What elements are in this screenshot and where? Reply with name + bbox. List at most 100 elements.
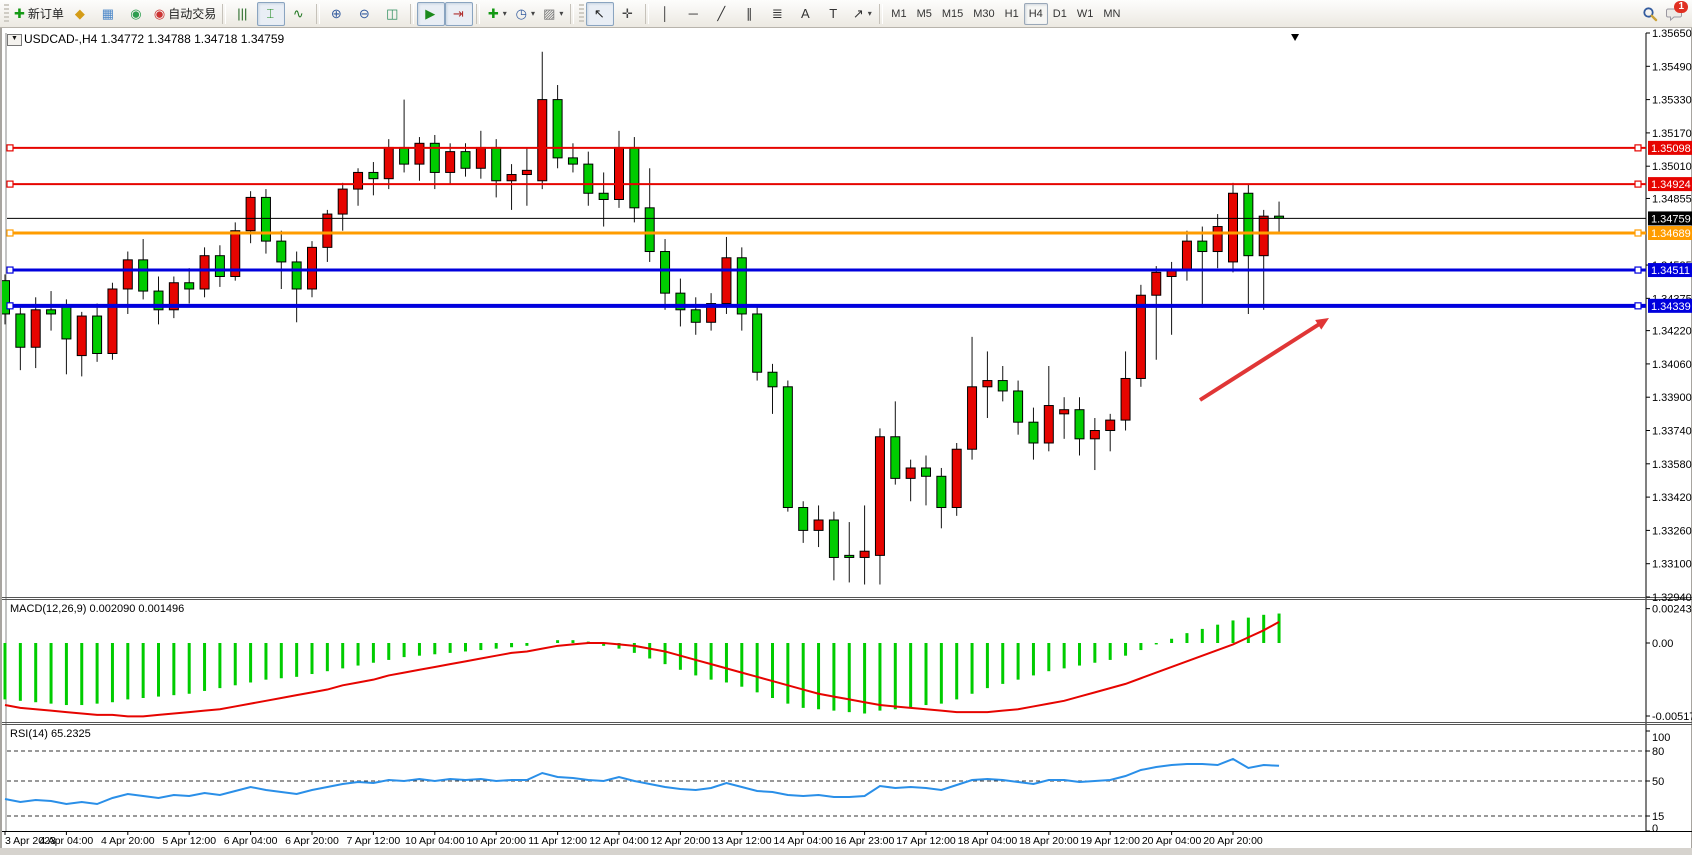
rsi-line — [4, 757, 1280, 806]
fibonacci-button[interactable]: ≣ — [764, 2, 792, 26]
label-button[interactable]: T — [820, 2, 848, 26]
time-tick-label: 17 Apr 12:00 — [896, 835, 956, 847]
candle-body — [614, 146, 624, 200]
timeframe-m5-button[interactable]: M5 — [916, 7, 932, 20]
line-anchor-handle[interactable] — [6, 180, 14, 188]
timeframe-mn-button[interactable]: MN — [1103, 7, 1121, 20]
indicators-button[interactable]: ✚ ▾ — [483, 2, 511, 26]
tile-windows-icon: ◫ — [386, 6, 399, 21]
time-tick-label: 14 Apr 04:00 — [773, 835, 833, 847]
line-anchor-handle[interactable] — [6, 302, 14, 310]
candle-body — [429, 142, 440, 173]
time-tick-label: 6 Apr 04:00 — [224, 835, 278, 847]
timeframe-m1-button[interactable]: M1 — [891, 7, 907, 20]
line-anchor-handle[interactable] — [1634, 144, 1642, 152]
crosshair-button[interactable]: ✛ — [614, 2, 642, 26]
candle-body — [1013, 390, 1024, 423]
templates-icon: ▨ — [543, 6, 556, 21]
candle-body — [828, 519, 839, 558]
chevron-down-icon[interactable]: ▾ — [559, 9, 564, 18]
timeframe-h1-button[interactable]: H1 — [1004, 7, 1019, 20]
timeframe-w1-button[interactable]: W1 — [1076, 7, 1094, 20]
auto-trading-button[interactable]: ◉ 自动交易 — [151, 2, 219, 26]
price-badge-label: 1.34511 — [1651, 265, 1690, 277]
bar-chart-button[interactable]: ||| — [229, 2, 257, 26]
candlestick-button[interactable]: ⌶ — [257, 1, 286, 26]
candle-body — [445, 151, 456, 173]
timeframe-m15-button[interactable]: M15 — [941, 7, 964, 20]
hline-button[interactable]: ─ — [680, 2, 708, 26]
line-anchor-handle[interactable] — [6, 144, 14, 152]
candle-body — [690, 309, 701, 323]
price-tick-label: 1.35490 — [1652, 61, 1692, 73]
candle-body — [1089, 430, 1100, 440]
time-tick-label: 10 Apr 20:00 — [466, 835, 526, 847]
chat-icon[interactable]: 1 — [1662, 1, 1688, 26]
line-anchor-handle[interactable] — [6, 266, 14, 274]
price-tick-label: 1.35650 — [1652, 28, 1692, 40]
auto-scroll-icon: ▶ — [425, 6, 436, 21]
candle-body — [276, 240, 287, 263]
chart-canvas[interactable]: 1.35650 1.35490 1.35330 1.35170 1.35010 1.348… — [2, 28, 1692, 848]
line-anchor-handle[interactable] — [1634, 180, 1642, 188]
candle-body — [736, 257, 747, 315]
time-tick-label: 19 Apr 12:00 — [1080, 835, 1140, 847]
rsi-tick-label: 80 — [1652, 746, 1664, 758]
chevron-down-icon[interactable]: ▾ — [867, 9, 872, 18]
resistance-line-2-price-badge — [1648, 177, 1692, 192]
candle-body — [1212, 226, 1223, 253]
timeframe-h4-button[interactable]: H4 — [1023, 2, 1048, 25]
candle-body — [245, 196, 256, 232]
line-anchor-handle[interactable] — [1634, 229, 1642, 237]
candle-body — [798, 507, 809, 531]
toolbar-grip — [4, 3, 9, 24]
support-line-2-price-badge — [1648, 298, 1692, 313]
periods-button[interactable]: ◷ ▾ — [511, 2, 539, 26]
candle-body — [460, 151, 471, 169]
market-box-button[interactable]: ◆ — [67, 2, 95, 26]
zoom-in-button[interactable]: ⊕ — [323, 2, 351, 26]
candle-body — [353, 171, 364, 190]
vline-button[interactable]: │ — [652, 2, 680, 26]
channel-button[interactable]: ∥ — [736, 2, 764, 26]
charts-window-icon: ▦ — [101, 6, 115, 21]
time-tick-label: 16 Apr 23:00 — [835, 835, 895, 847]
candle-body — [61, 305, 72, 340]
rsi-tick-label: 100 — [1652, 732, 1670, 744]
indicators-icon: ✚ — [487, 6, 499, 21]
price-tick-label: 1.33420 — [1652, 492, 1692, 504]
tile-windows-button[interactable]: ◫ — [379, 2, 407, 26]
timeframe-m30-button[interactable]: M30 — [973, 7, 995, 20]
trendline-button[interactable]: ╱ — [708, 2, 736, 26]
arrows-button[interactable]: ↗ ▾ — [848, 2, 876, 26]
cursor-button[interactable]: ↖ — [586, 1, 615, 26]
line-anchor-handle[interactable] — [1634, 266, 1642, 274]
candle-body — [92, 315, 103, 355]
time-tick-label: 10 Apr 04:00 — [405, 835, 465, 847]
trend-arrow-object[interactable] — [1198, 321, 1323, 402]
line-anchor-handle[interactable] — [1634, 302, 1642, 310]
bar-chart-icon: ||| — [237, 6, 248, 21]
text-icon: A — [800, 6, 810, 21]
timeframe-d1-button[interactable]: D1 — [1052, 7, 1067, 20]
time-tick-label: 12 Apr 04:00 — [589, 835, 649, 847]
chevron-down-icon[interactable]: ▾ — [502, 9, 507, 18]
charts-window-button[interactable]: ▦ — [95, 2, 123, 26]
auto-scroll-button[interactable]: ▶ — [417, 1, 446, 26]
line-anchor-handle[interactable] — [6, 229, 14, 237]
data-center-button[interactable]: ◉ — [123, 2, 151, 26]
new-order-button[interactable]: ✚ 新订单 — [11, 2, 67, 26]
chart-shift-icon: ⇥ — [452, 6, 464, 21]
hline-icon: ─ — [688, 6, 698, 21]
symbol-dropdown-button[interactable]: ▼ — [7, 34, 22, 46]
text-button[interactable]: A — [792, 2, 820, 26]
search-icon[interactable] — [1638, 2, 1662, 26]
templates-button[interactable]: ▨ ▾ — [539, 2, 567, 26]
chart-shift-button[interactable]: ⇥ — [445, 1, 474, 26]
price-tick-label: 1.33740 — [1652, 426, 1692, 438]
line-chart-button[interactable]: ∿ — [285, 2, 313, 26]
market-box-icon: ◆ — [74, 6, 85, 21]
zoom-out-button[interactable]: ⊖ — [351, 2, 379, 26]
price-tick-label: 1.33260 — [1652, 525, 1692, 537]
chevron-down-icon[interactable]: ▾ — [530, 9, 535, 18]
